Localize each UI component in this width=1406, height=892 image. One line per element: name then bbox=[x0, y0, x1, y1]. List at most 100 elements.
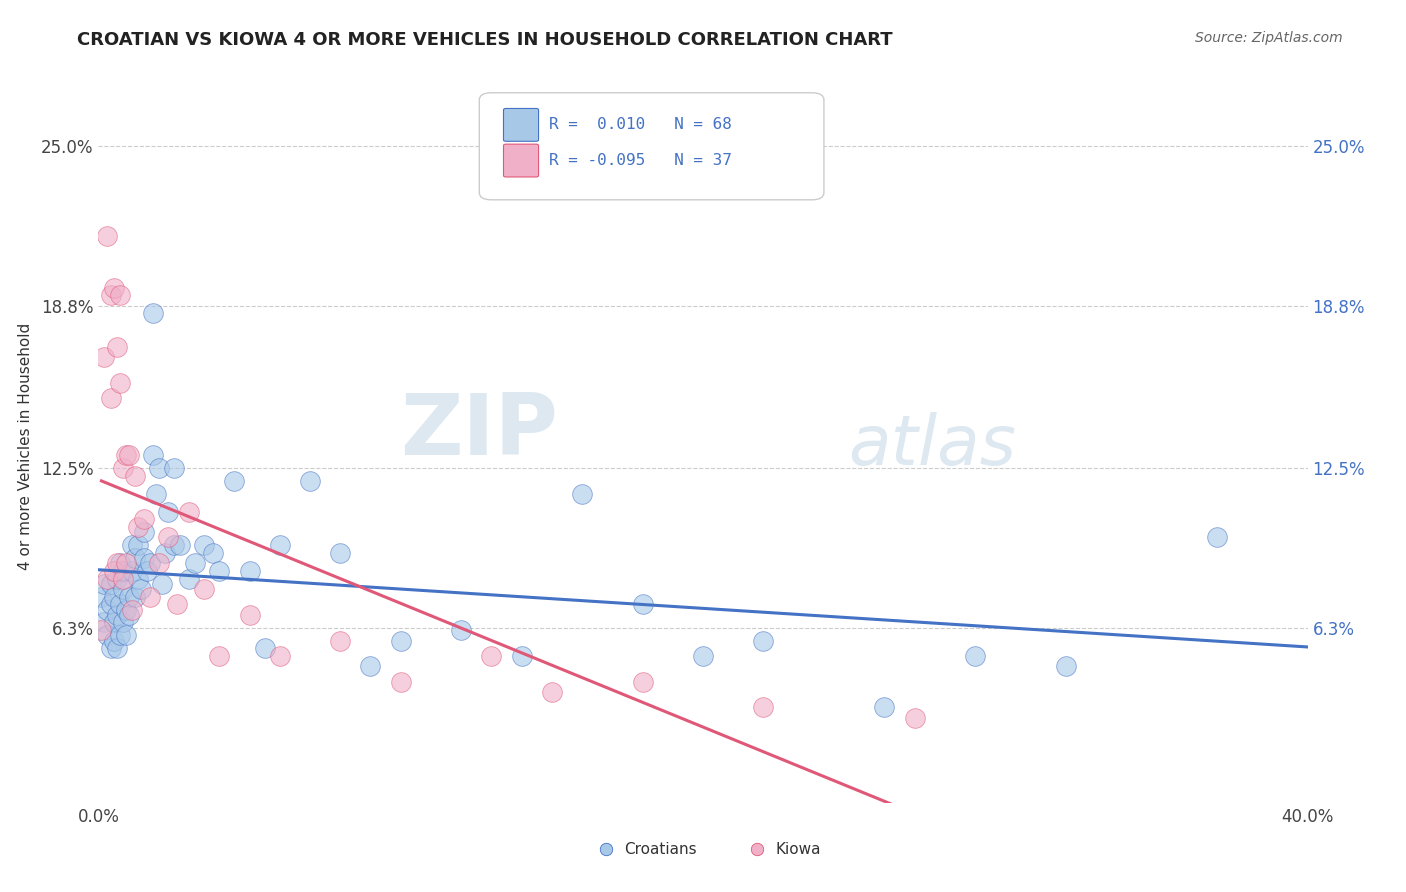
Point bbox=[96, 628, 118, 642]
Point bbox=[111, 572, 134, 586]
Point bbox=[904, 711, 927, 725]
Point bbox=[100, 641, 122, 656]
Point bbox=[239, 564, 262, 578]
Point bbox=[96, 602, 118, 616]
Point bbox=[118, 448, 141, 462]
Point bbox=[1206, 531, 1229, 545]
Text: ZIP: ZIP bbox=[401, 390, 558, 474]
FancyBboxPatch shape bbox=[503, 109, 538, 141]
Point bbox=[118, 590, 141, 604]
Point bbox=[329, 546, 352, 560]
Point bbox=[163, 538, 186, 552]
Point bbox=[145, 486, 167, 500]
Point bbox=[108, 288, 131, 302]
Point bbox=[224, 474, 246, 488]
Point bbox=[129, 582, 152, 596]
Point bbox=[156, 505, 179, 519]
Point bbox=[127, 520, 149, 534]
Point bbox=[114, 556, 136, 570]
Point bbox=[124, 590, 146, 604]
Point bbox=[193, 538, 215, 552]
Point bbox=[103, 564, 125, 578]
Text: Source: ZipAtlas.com: Source: ZipAtlas.com bbox=[1195, 31, 1343, 45]
Point bbox=[1054, 659, 1077, 673]
Point bbox=[752, 633, 775, 648]
Point bbox=[142, 448, 165, 462]
FancyBboxPatch shape bbox=[479, 93, 824, 200]
Point bbox=[253, 641, 276, 656]
Point bbox=[114, 448, 136, 462]
Point bbox=[166, 598, 188, 612]
Point bbox=[105, 641, 128, 656]
Text: R = -0.095   N = 37: R = -0.095 N = 37 bbox=[550, 153, 733, 168]
Point bbox=[111, 582, 134, 596]
Point bbox=[108, 628, 131, 642]
Point bbox=[121, 538, 143, 552]
Point bbox=[121, 564, 143, 578]
Point bbox=[540, 685, 562, 699]
Point bbox=[150, 577, 173, 591]
Point bbox=[193, 582, 215, 596]
Point bbox=[96, 572, 118, 586]
Point bbox=[93, 615, 115, 630]
Point bbox=[163, 461, 186, 475]
Point bbox=[96, 229, 118, 244]
Point bbox=[100, 392, 122, 406]
Point bbox=[127, 572, 149, 586]
Point bbox=[108, 598, 131, 612]
Point bbox=[114, 602, 136, 616]
Point bbox=[148, 461, 170, 475]
Point bbox=[184, 556, 207, 570]
Point bbox=[132, 512, 155, 526]
Text: Croatians: Croatians bbox=[624, 842, 697, 856]
Point bbox=[571, 486, 593, 500]
Point bbox=[121, 602, 143, 616]
Point bbox=[100, 598, 122, 612]
Point bbox=[111, 615, 134, 630]
Point bbox=[299, 474, 322, 488]
Point bbox=[124, 551, 146, 566]
Point bbox=[153, 546, 176, 560]
Point bbox=[90, 590, 112, 604]
Point bbox=[103, 280, 125, 294]
Point bbox=[111, 564, 134, 578]
Point bbox=[105, 556, 128, 570]
Point bbox=[752, 700, 775, 714]
Point bbox=[360, 659, 382, 673]
Point bbox=[90, 623, 112, 637]
Point bbox=[631, 674, 654, 689]
Point bbox=[105, 340, 128, 354]
Point bbox=[148, 556, 170, 570]
Point bbox=[118, 607, 141, 622]
Point bbox=[108, 556, 131, 570]
Point bbox=[389, 674, 412, 689]
Point bbox=[510, 648, 533, 663]
Point bbox=[93, 350, 115, 364]
Point bbox=[208, 648, 231, 663]
Point bbox=[103, 633, 125, 648]
Point bbox=[132, 525, 155, 540]
Point bbox=[139, 590, 162, 604]
Point bbox=[631, 598, 654, 612]
Point bbox=[105, 607, 128, 622]
Point bbox=[269, 648, 291, 663]
Text: R =  0.010   N = 68: R = 0.010 N = 68 bbox=[550, 118, 733, 132]
Point bbox=[329, 633, 352, 648]
Point bbox=[179, 505, 201, 519]
Point bbox=[873, 700, 896, 714]
Point bbox=[100, 288, 122, 302]
FancyBboxPatch shape bbox=[503, 145, 538, 177]
Point bbox=[127, 538, 149, 552]
Point bbox=[135, 564, 157, 578]
Point bbox=[124, 468, 146, 483]
Point bbox=[105, 572, 128, 586]
Point bbox=[208, 564, 231, 578]
Text: Kiowa: Kiowa bbox=[776, 842, 821, 856]
Point bbox=[132, 551, 155, 566]
Point bbox=[103, 615, 125, 630]
Text: atlas: atlas bbox=[848, 412, 1017, 480]
Point bbox=[103, 590, 125, 604]
Point bbox=[114, 628, 136, 642]
Point bbox=[389, 633, 412, 648]
Point bbox=[142, 306, 165, 320]
